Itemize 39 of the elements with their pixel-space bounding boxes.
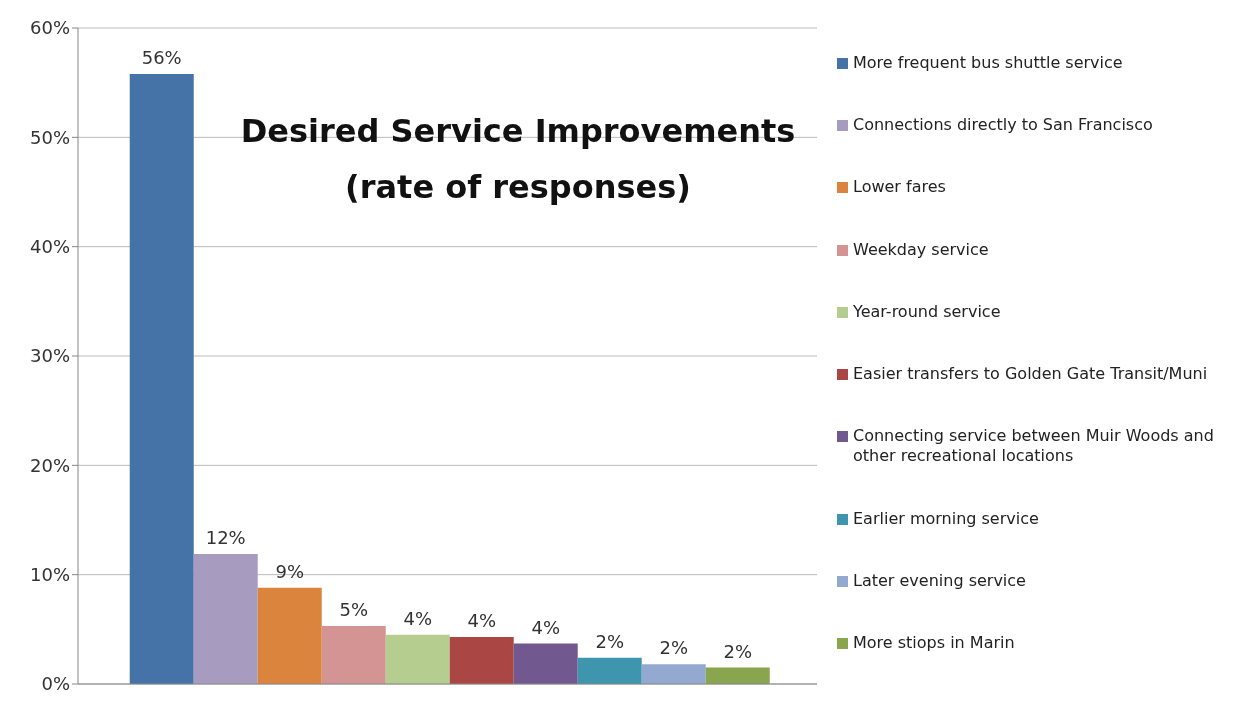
data-label: 4%: [467, 609, 497, 631]
text: Desired Service Improvements: [239, 111, 797, 152]
y-tick-label: 50%: [29, 126, 70, 148]
bar: [129, 73, 194, 684]
bar: [449, 636, 514, 684]
legend-label: Year-round service: [853, 301, 1001, 322]
legend-label: Weekday service: [853, 239, 989, 260]
data-label: 2%: [659, 637, 689, 659]
y-tick-label: 30%: [29, 345, 70, 367]
bar: [705, 667, 770, 684]
y-tick-label: 60%: [29, 17, 70, 39]
legend-label: More stiops in Marin: [853, 632, 1015, 653]
data-label: 5%: [339, 599, 369, 621]
bar: [193, 553, 258, 684]
bar: [321, 626, 386, 684]
bar: [257, 587, 322, 684]
legend-label: Easier transfers to Golden Gate Transit/Muni: [853, 364, 1208, 385]
data-label: 56%: [141, 46, 182, 68]
y-tick-label: 20%: [29, 454, 70, 476]
bar: [577, 657, 642, 684]
data-label: 4%: [531, 616, 561, 638]
y-tick-label: 40%: [29, 236, 70, 258]
bar: [641, 664, 706, 684]
data-label: 4%: [403, 607, 433, 629]
legend-label: More frequent bus shuttle service: [853, 53, 1123, 73]
text: (rate of responses): [344, 167, 692, 208]
legend-label: Connecting service between Muir Woods and other recreational locations: [853, 426, 1215, 467]
legend-label: Connections directly to San Francisco: [853, 115, 1153, 136]
legend-label: Lower fares: [853, 177, 946, 198]
data-label: 9%: [275, 560, 305, 582]
data-label: 2%: [723, 640, 753, 662]
legend-label: Later evening service: [853, 570, 1026, 591]
data-label: 12%: [205, 526, 246, 548]
bar: [513, 643, 578, 684]
legend-label: Earlier morning service: [853, 508, 1039, 529]
data-label: 2%: [595, 630, 625, 652]
bar: [385, 634, 450, 684]
y-tick-label: 10%: [29, 564, 70, 586]
y-tick-label: 0%: [41, 673, 70, 695]
